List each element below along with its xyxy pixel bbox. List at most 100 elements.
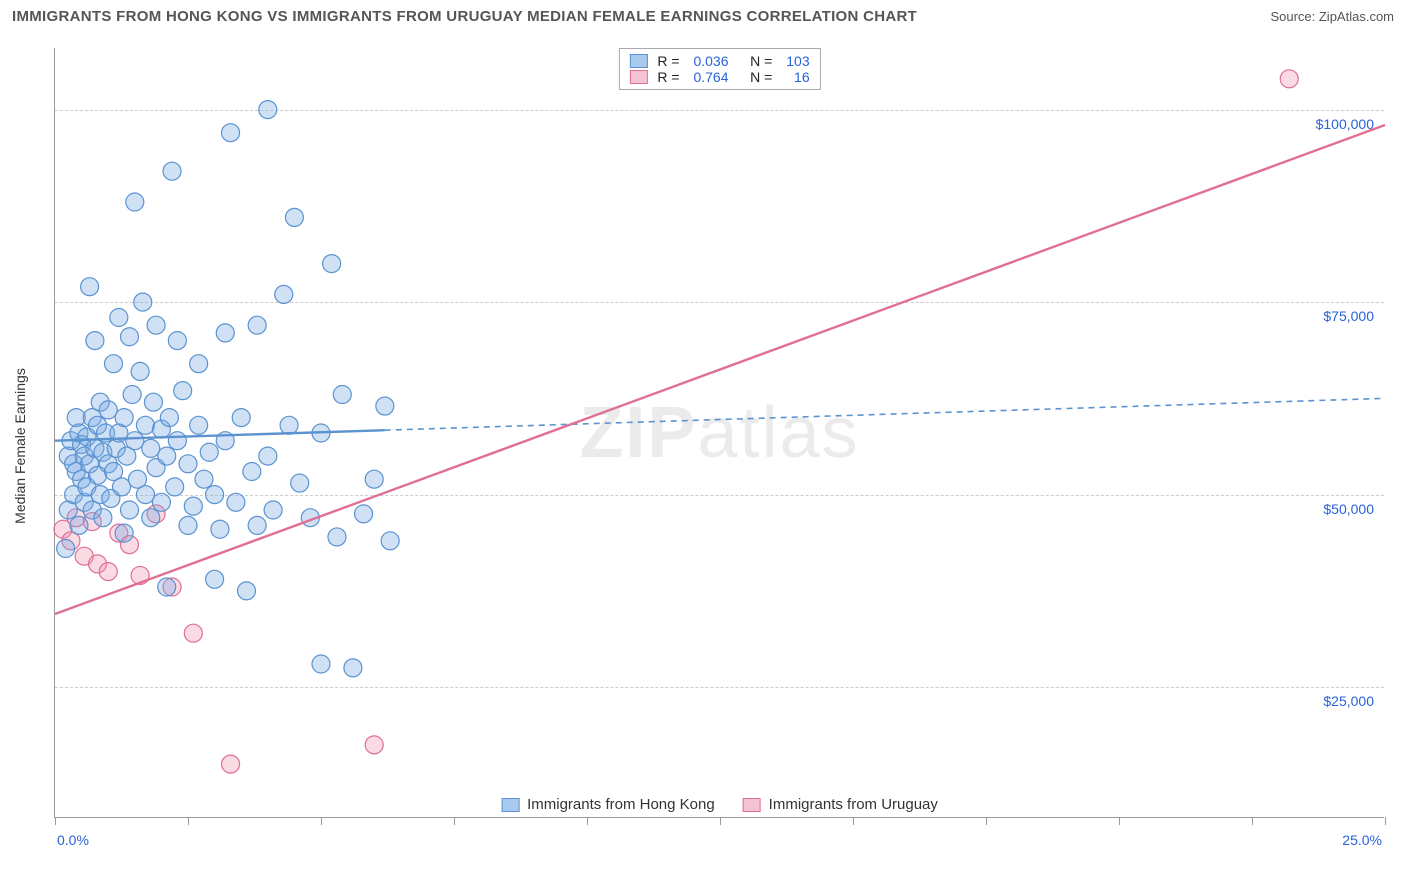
chart-svg xyxy=(55,48,1384,817)
data-point xyxy=(190,355,208,373)
x-tick xyxy=(454,817,455,825)
data-point xyxy=(291,474,309,492)
data-point xyxy=(333,386,351,404)
data-point xyxy=(190,416,208,434)
data-point xyxy=(285,208,303,226)
data-point xyxy=(163,162,181,180)
data-point xyxy=(99,401,117,419)
data-point xyxy=(174,382,192,400)
swatch-icon xyxy=(501,798,519,812)
data-point xyxy=(113,478,131,496)
data-point xyxy=(86,332,104,350)
data-point xyxy=(99,563,117,581)
data-point xyxy=(168,432,186,450)
legend-stats-row: R = 0.764 N = 16 xyxy=(629,69,809,85)
data-point xyxy=(147,316,165,334)
data-point xyxy=(144,393,162,411)
data-point xyxy=(328,528,346,546)
x-tick xyxy=(720,817,721,825)
data-point xyxy=(184,624,202,642)
data-point xyxy=(238,582,256,600)
data-point xyxy=(365,736,383,754)
data-point xyxy=(243,463,261,481)
x-tick xyxy=(853,817,854,825)
x-tick xyxy=(55,817,56,825)
data-point xyxy=(126,432,144,450)
data-point xyxy=(232,409,250,427)
data-point xyxy=(158,578,176,596)
data-point xyxy=(115,409,133,427)
x-tick xyxy=(587,817,588,825)
data-point xyxy=(115,524,133,542)
data-point xyxy=(195,470,213,488)
data-point xyxy=(142,509,160,527)
data-point xyxy=(365,470,383,488)
x-tick-label: 0.0% xyxy=(57,832,89,848)
data-point xyxy=(280,416,298,434)
data-point xyxy=(134,293,152,311)
data-point xyxy=(1280,70,1298,88)
data-point xyxy=(142,439,160,457)
data-point xyxy=(120,501,138,519)
x-tick xyxy=(188,817,189,825)
data-point xyxy=(344,659,362,677)
data-point xyxy=(376,397,394,415)
legend-stats-row: R = 0.036 N = 103 xyxy=(629,53,809,69)
data-point xyxy=(248,516,266,534)
data-point xyxy=(222,755,240,773)
legend-series: Immigrants from Hong Kong Immigrants fro… xyxy=(495,796,944,813)
data-point xyxy=(158,447,176,465)
x-tick xyxy=(1119,817,1120,825)
y-axis-label: Median Female Earnings xyxy=(12,368,28,524)
legend-item: Immigrants from Hong Kong xyxy=(501,796,715,813)
data-point xyxy=(179,455,197,473)
data-point xyxy=(259,101,277,119)
data-point xyxy=(275,285,293,303)
data-point xyxy=(105,355,123,373)
swatch-icon xyxy=(629,54,647,68)
source-text: Source: ZipAtlas.com xyxy=(1270,9,1394,24)
data-point xyxy=(227,493,245,511)
chart-title: IMMIGRANTS FROM HONG KONG VS IMMIGRANTS … xyxy=(12,8,917,25)
data-point xyxy=(160,409,178,427)
trend-line xyxy=(55,125,1385,614)
data-point xyxy=(323,255,341,273)
data-point xyxy=(57,540,75,558)
data-point xyxy=(166,478,184,496)
data-point xyxy=(168,332,186,350)
data-point xyxy=(126,193,144,211)
data-point xyxy=(211,520,229,538)
data-point xyxy=(264,501,282,519)
data-point xyxy=(120,328,138,346)
x-tick xyxy=(986,817,987,825)
data-point xyxy=(206,486,224,504)
data-point xyxy=(206,570,224,588)
data-point xyxy=(355,505,373,523)
data-point xyxy=(312,655,330,673)
x-tick-label: 25.0% xyxy=(1342,832,1382,848)
trend-line-extrapolated xyxy=(385,398,1385,430)
data-point xyxy=(184,497,202,515)
legend-stats: R = 0.036 N = 103 R = 0.764 N = 16 xyxy=(618,48,820,90)
data-point xyxy=(131,362,149,380)
swatch-icon xyxy=(629,70,647,84)
x-tick xyxy=(1385,817,1386,825)
data-point xyxy=(179,516,197,534)
data-point xyxy=(94,509,112,527)
data-point xyxy=(381,532,399,550)
data-point xyxy=(81,278,99,296)
data-point xyxy=(70,516,88,534)
plot-area: ZIPatlas R = 0.036 N = 103 R = 0.764 N =… xyxy=(54,48,1384,818)
data-point xyxy=(259,447,277,465)
legend-item: Immigrants from Uruguay xyxy=(743,796,938,813)
data-point xyxy=(200,443,218,461)
data-point xyxy=(136,416,154,434)
data-point xyxy=(216,324,234,342)
swatch-icon xyxy=(743,798,761,812)
data-point xyxy=(222,124,240,142)
data-point xyxy=(123,386,141,404)
data-point xyxy=(248,316,266,334)
data-point xyxy=(136,486,154,504)
data-point xyxy=(152,493,170,511)
x-tick xyxy=(1252,817,1253,825)
